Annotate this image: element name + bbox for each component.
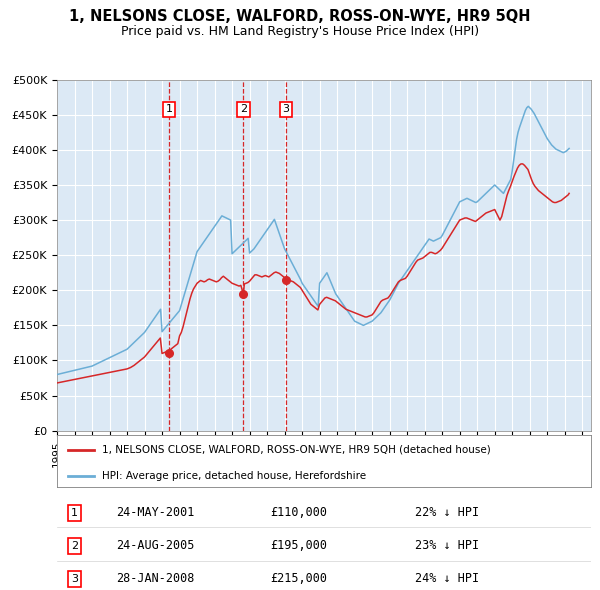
Text: 1: 1 (71, 508, 78, 517)
Text: 2: 2 (71, 541, 78, 550)
Text: 3: 3 (283, 104, 289, 114)
Text: 24-MAY-2001: 24-MAY-2001 (116, 506, 194, 519)
Text: 24% ↓ HPI: 24% ↓ HPI (415, 572, 479, 585)
Text: 23% ↓ HPI: 23% ↓ HPI (415, 539, 479, 552)
Text: HPI: Average price, detached house, Herefordshire: HPI: Average price, detached house, Here… (103, 471, 367, 481)
Text: 3: 3 (71, 574, 78, 584)
Text: Price paid vs. HM Land Registry's House Price Index (HPI): Price paid vs. HM Land Registry's House … (121, 25, 479, 38)
Text: 1, NELSONS CLOSE, WALFORD, ROSS-ON-WYE, HR9 5QH: 1, NELSONS CLOSE, WALFORD, ROSS-ON-WYE, … (69, 9, 531, 24)
Text: 1: 1 (166, 104, 172, 114)
Text: 28-JAN-2008: 28-JAN-2008 (116, 572, 194, 585)
Text: 2: 2 (240, 104, 247, 114)
Text: £215,000: £215,000 (271, 572, 328, 585)
Text: 24-AUG-2005: 24-AUG-2005 (116, 539, 194, 552)
Text: 22% ↓ HPI: 22% ↓ HPI (415, 506, 479, 519)
Text: £195,000: £195,000 (271, 539, 328, 552)
Text: £110,000: £110,000 (271, 506, 328, 519)
Text: 1, NELSONS CLOSE, WALFORD, ROSS-ON-WYE, HR9 5QH (detached house): 1, NELSONS CLOSE, WALFORD, ROSS-ON-WYE, … (103, 445, 491, 455)
